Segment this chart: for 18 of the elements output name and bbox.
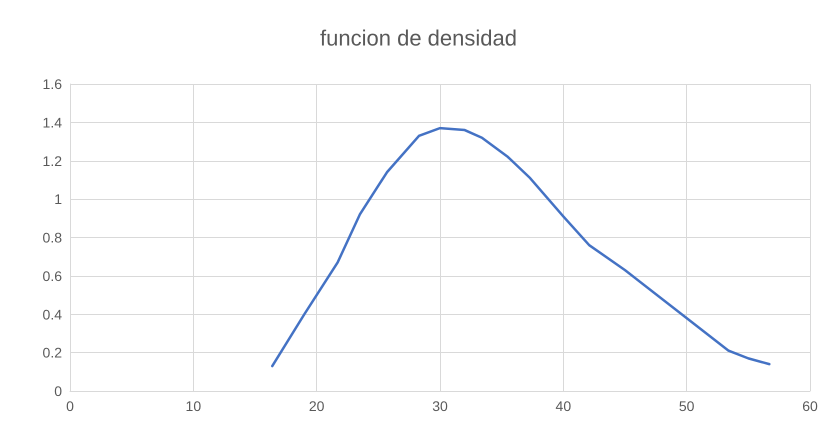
y-tick-label: 0.4 — [42, 306, 62, 322]
x-tick-label: 40 — [556, 398, 572, 414]
line-series — [271, 126, 771, 368]
y-tick-label: 1.6 — [42, 76, 62, 92]
y-tick-label: 1.2 — [42, 152, 62, 169]
x-tick-label: 30 — [432, 398, 448, 414]
y-tick-label: 0.8 — [42, 230, 62, 246]
y-tick-label: 1.4 — [42, 114, 62, 130]
x-tick-label: 50 — [678, 398, 695, 414]
y-tick-label: 0.2 — [42, 344, 62, 361]
y-tick-label: 0 — [54, 383, 62, 399]
y-tick-label: 1 — [54, 191, 62, 208]
x-tick-label: 10 — [186, 398, 202, 414]
chart-title: funcion de densidad — [320, 26, 517, 50]
x-tick-label: 60 — [802, 398, 818, 414]
y-tick-label: 0.6 — [42, 268, 62, 284]
x-tick-label: 0 — [66, 398, 74, 414]
x-tick-label: 20 — [308, 398, 325, 414]
